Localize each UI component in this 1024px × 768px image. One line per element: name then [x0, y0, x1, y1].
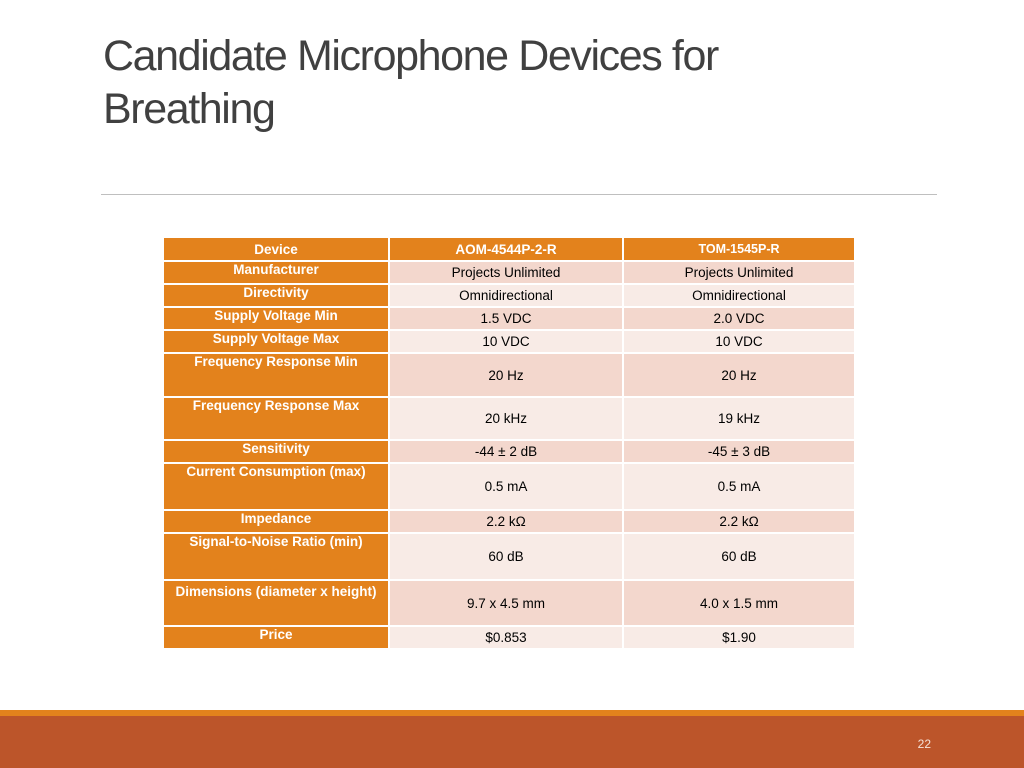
table-cell: Projects Unlimited: [622, 260, 856, 285]
row-label: Signal-to-Noise Ratio (min): [162, 532, 390, 581]
table-cell: $1.90: [622, 625, 856, 650]
row-label: Frequency Response Max: [162, 396, 390, 441]
row-label: Price: [162, 625, 390, 650]
table-cell: 10 VDC: [622, 329, 856, 354]
table-cell: 4.0 x 1.5 mm: [622, 579, 856, 627]
table-cell: 9.7 x 4.5 mm: [388, 579, 624, 627]
table-cell: 1.5 VDC: [388, 306, 624, 331]
table-row: Dimensions (diameter x height) 9.7 x 4.5…: [162, 579, 856, 627]
table-cell: 60 dB: [388, 532, 624, 581]
table-cell: 0.5 mA: [622, 462, 856, 511]
table-row: Price $0.853 $1.90: [162, 625, 856, 650]
table-cell: Omnidirectional: [388, 283, 624, 308]
table-cell: 2.2 kΩ: [388, 509, 624, 534]
row-label: Manufacturer: [162, 260, 390, 285]
row-label: Current Consumption (max): [162, 462, 390, 511]
table-cell: 2.0 VDC: [622, 306, 856, 331]
table-row: Sensitivity -44 ± 2 dB -45 ± 3 dB: [162, 439, 856, 464]
row-label: Dimensions (diameter x height): [162, 579, 390, 627]
table-cell: -44 ± 2 dB: [388, 439, 624, 464]
table-row: Supply Voltage Max 10 VDC 10 VDC: [162, 329, 856, 354]
title-divider: [101, 194, 937, 195]
row-label: Directivity: [162, 283, 390, 308]
slide-title: Candidate Microphone Devices for Breathi…: [103, 32, 719, 133]
table-row: Frequency Response Max 20 kHz 19 kHz: [162, 396, 856, 441]
footer-band: [0, 716, 1024, 768]
table-row: Signal-to-Noise Ratio (min) 60 dB 60 dB: [162, 532, 856, 581]
table-row: Impedance 2.2 kΩ 2.2 kΩ: [162, 509, 856, 534]
table-cell: 19 kHz: [622, 396, 856, 441]
row-label: Supply Voltage Max: [162, 329, 390, 354]
column-header: Device: [162, 236, 390, 262]
table-header-row: Device AOM-4544P-2-R TOM-1545P-R: [162, 236, 856, 262]
table-cell: Omnidirectional: [622, 283, 856, 308]
table-cell: 10 VDC: [388, 329, 624, 354]
row-label: Frequency Response Min: [162, 352, 390, 398]
table-cell: Projects Unlimited: [388, 260, 624, 285]
table-cell: 60 dB: [622, 532, 856, 581]
table-cell: $0.853: [388, 625, 624, 650]
footer-accent-line: [0, 710, 1024, 716]
table-row: Current Consumption (max) 0.5 mA 0.5 mA: [162, 462, 856, 511]
table-cell: -45 ± 3 dB: [622, 439, 856, 464]
table-row: Manufacturer Projects Unlimited Projects…: [162, 260, 856, 285]
column-header: TOM-1545P-R: [622, 236, 856, 262]
table-row: Frequency Response Min 20 Hz 20 Hz: [162, 352, 856, 398]
row-label: Supply Voltage Min: [162, 306, 390, 331]
row-label: Impedance: [162, 509, 390, 534]
table-cell: 20 kHz: [388, 396, 624, 441]
column-header: AOM-4544P-2-R: [388, 236, 624, 262]
row-label: Sensitivity: [162, 439, 390, 464]
table-cell: 20 Hz: [388, 352, 624, 398]
table-cell: 0.5 mA: [388, 462, 624, 511]
page-number: 22: [917, 737, 931, 751]
table-row: Supply Voltage Min 1.5 VDC 2.0 VDC: [162, 306, 856, 331]
table-cell: 20 Hz: [622, 352, 856, 398]
table-row: Directivity Omnidirectional Omnidirectio…: [162, 283, 856, 308]
microphone-comparison-table: Device AOM-4544P-2-R TOM-1545P-R Manufac…: [162, 236, 856, 650]
table-cell: 2.2 kΩ: [622, 509, 856, 534]
